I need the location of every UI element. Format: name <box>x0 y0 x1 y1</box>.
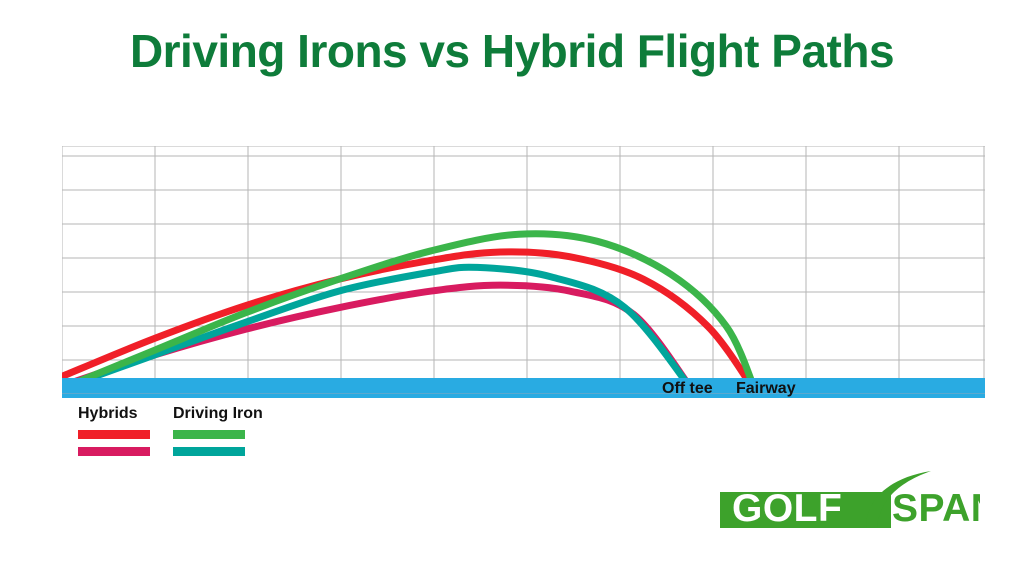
logo-text-span: SPAN <box>892 487 980 530</box>
chart-legend: Hybrids Driving Iron <box>78 405 408 465</box>
ground-band <box>62 378 985 398</box>
legend-group-driving-iron: Driving Iron <box>173 405 263 464</box>
logo-text-golf: GOLF <box>732 487 842 530</box>
annotation-off-tee: Off tee <box>662 380 713 397</box>
chart-series-lines <box>62 230 760 397</box>
annotation-fairway: Fairway <box>736 380 796 397</box>
golfspan-logo: GOLF SPAN <box>716 470 980 532</box>
series-line <box>62 263 698 397</box>
legend-swatch-hybrids-red <box>78 430 150 439</box>
legend-swatch-driving-iron-green <box>173 430 245 439</box>
legend-swatch-hybrids-crimson <box>78 447 150 456</box>
legend-group-label: Driving Iron <box>173 405 263 422</box>
legend-group-label: Hybrids <box>78 405 138 422</box>
ground-band-gridline <box>62 393 985 394</box>
series-line <box>62 248 760 397</box>
page-title: Driving Irons vs Hybrid Flight Paths <box>129 25 895 77</box>
chart-plot-area <box>62 146 985 398</box>
legend-swatch-driving-iron-teal <box>173 447 245 456</box>
legend-group-hybrids: Hybrids <box>78 405 150 464</box>
series-line <box>62 230 760 397</box>
